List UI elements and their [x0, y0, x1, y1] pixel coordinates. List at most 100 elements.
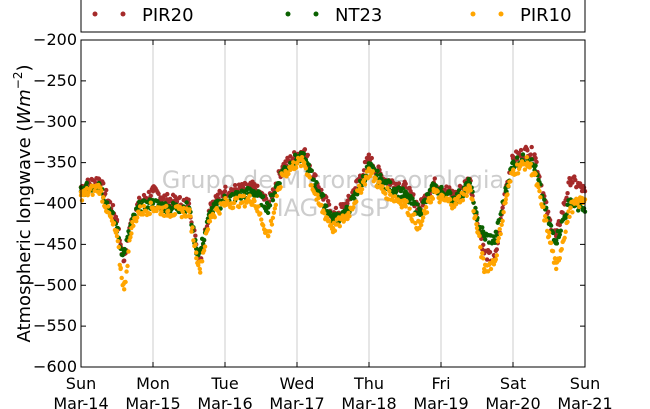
data-point: [299, 154, 305, 160]
legend-label: PIR10: [520, 5, 572, 26]
data-point: [277, 181, 282, 186]
data-point: [311, 177, 316, 182]
data-point: [478, 244, 483, 250]
data-point: [364, 155, 370, 161]
data-point: [536, 184, 541, 190]
y-axis-label-close: ): [14, 64, 35, 71]
data-point: [493, 229, 499, 235]
data-point: [84, 180, 90, 186]
data-point: [375, 168, 380, 174]
data-point: [319, 202, 324, 208]
data-point: [214, 202, 219, 207]
data-point: [273, 202, 279, 208]
legend-marker: [470, 11, 476, 17]
data-point: [110, 202, 116, 208]
x-axis: SunMar-14MonMar-15TueMar-16WedMar-17ThuM…: [53, 40, 613, 409]
data-point: [130, 219, 135, 225]
x-tick-day: Sat: [500, 374, 526, 393]
data-point: [396, 181, 402, 186]
y-tick-label: −500: [33, 275, 77, 294]
data-point: [550, 249, 556, 254]
data-point: [566, 209, 571, 214]
data-point: [550, 230, 556, 236]
data-point: [373, 176, 378, 181]
data-point: [548, 223, 554, 228]
data-point: [256, 204, 261, 209]
data-point: [136, 195, 142, 201]
data-point: [301, 151, 307, 156]
data-point: [430, 196, 436, 201]
data-point: [534, 159, 539, 165]
y-tick-label: −350: [33, 153, 77, 172]
data-point: [267, 229, 273, 234]
data-point: [337, 224, 342, 229]
y-axis-label-text: Atmospheric longwave (: [14, 125, 35, 343]
data-point: [114, 234, 120, 239]
data-point: [468, 188, 473, 193]
data-point: [119, 275, 124, 281]
data-point: [191, 238, 196, 243]
legend-marker: [313, 11, 319, 17]
y-tick-label: −550: [33, 316, 77, 335]
data-point: [505, 192, 510, 197]
y-tick-label: −300: [33, 112, 77, 131]
data-point: [493, 257, 499, 262]
data-point: [196, 262, 201, 268]
y-tick-label: −400: [33, 194, 77, 213]
data-point: [473, 214, 478, 219]
data-point: [453, 201, 459, 207]
legend-marker: [92, 11, 98, 17]
data-point: [546, 230, 552, 235]
data-point: [506, 183, 511, 189]
data-point: [385, 185, 390, 190]
data-point: [147, 211, 153, 217]
data-point: [156, 191, 161, 196]
data-point: [570, 180, 575, 185]
data-point: [291, 160, 296, 165]
data-point: [387, 180, 393, 185]
data-point: [565, 219, 570, 225]
data-point: [120, 252, 125, 258]
data-point: [380, 184, 385, 189]
data-point: [428, 199, 434, 205]
data-point: [542, 197, 547, 202]
data-point: [415, 202, 420, 207]
data-point: [126, 249, 131, 254]
data-point: [369, 155, 374, 161]
data-point: [568, 205, 573, 211]
data-point: [140, 212, 146, 217]
data-point: [572, 174, 577, 179]
data-point: [100, 199, 105, 204]
data-point: [425, 192, 431, 197]
data-point: [412, 211, 417, 217]
data-point: [500, 205, 505, 211]
data-point: [90, 192, 95, 198]
data-point: [503, 197, 508, 202]
x-tick-date: Mar-14: [53, 394, 108, 409]
data-point: [324, 203, 329, 209]
x-tick-date: Mar-19: [413, 394, 468, 409]
data-point: [125, 263, 130, 269]
data-point: [294, 161, 300, 166]
data-point: [137, 204, 143, 209]
data-point: [201, 248, 207, 253]
data-point: [563, 229, 568, 234]
data-point: [129, 231, 134, 236]
data-point: [146, 189, 152, 195]
data-point: [520, 152, 526, 157]
data-point: [570, 210, 575, 215]
data-point: [115, 238, 121, 244]
data-point: [437, 199, 442, 205]
data-point: [423, 205, 429, 210]
data-point: [351, 205, 356, 210]
data-point: [487, 249, 493, 255]
data-point: [180, 209, 185, 215]
data-point: [466, 183, 471, 188]
data-point: [354, 199, 359, 204]
data-point: [576, 208, 581, 213]
data-point: [202, 244, 208, 249]
data-point: [315, 192, 320, 197]
data-point: [269, 222, 275, 227]
x-tick-date: Mar-21: [557, 394, 612, 409]
data-point: [494, 247, 499, 252]
